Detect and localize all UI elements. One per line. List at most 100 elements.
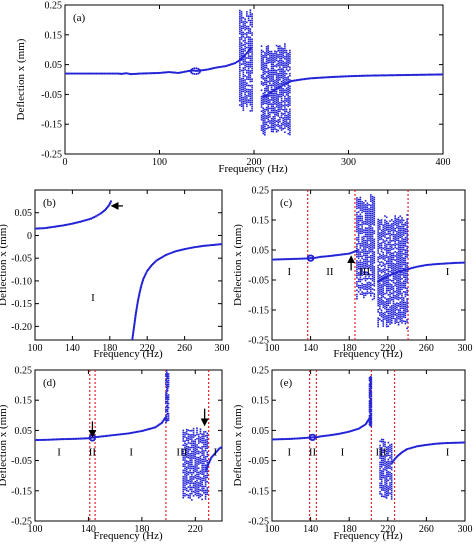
band-point <box>366 246 369 249</box>
band-point <box>363 265 365 267</box>
data-point <box>462 261 465 264</box>
band-point <box>249 15 252 18</box>
band-point <box>384 475 386 477</box>
band-point <box>275 80 278 83</box>
band-point <box>239 72 241 75</box>
band-point <box>167 396 170 398</box>
data-point <box>439 442 442 445</box>
band-point <box>242 40 245 42</box>
band-point <box>384 456 386 458</box>
band-point <box>399 303 402 306</box>
band-point <box>240 59 243 61</box>
band-point <box>189 482 191 485</box>
band-point <box>399 221 402 224</box>
band-point <box>385 224 388 227</box>
data-point <box>319 255 322 258</box>
band-point <box>182 471 185 474</box>
band-point <box>382 461 385 464</box>
band-point <box>284 85 286 87</box>
band-point <box>382 232 385 235</box>
x-tick-label: 100 <box>265 524 280 535</box>
band-point <box>389 253 391 256</box>
data-point <box>133 72 136 76</box>
band-point <box>371 235 374 238</box>
band-point <box>397 248 400 250</box>
band-point <box>249 95 252 98</box>
band-point <box>192 436 195 438</box>
band-point <box>284 64 286 66</box>
band-point <box>364 258 367 261</box>
band-point <box>201 452 203 454</box>
band-point <box>368 227 370 229</box>
band-point <box>366 204 369 207</box>
band-point <box>284 127 286 129</box>
band-point <box>275 114 278 116</box>
data-point <box>73 437 77 440</box>
band-point <box>285 49 288 52</box>
data-point <box>459 261 462 264</box>
band-point <box>242 79 245 82</box>
band-point <box>185 472 188 475</box>
band-point <box>380 269 383 272</box>
band-point <box>359 255 362 258</box>
data-point <box>434 263 438 266</box>
band-point <box>390 279 393 282</box>
band-point <box>385 250 388 252</box>
band-point <box>404 301 407 304</box>
band-point <box>284 118 286 121</box>
band-point <box>262 115 265 118</box>
band-point <box>385 492 388 495</box>
band-point <box>379 318 381 321</box>
band-point <box>385 471 388 474</box>
band-point <box>373 278 376 281</box>
band-point <box>242 52 245 55</box>
data-point <box>437 73 440 76</box>
band-point <box>246 99 248 101</box>
band-point <box>389 266 391 269</box>
band-point <box>244 60 246 62</box>
data-point <box>388 74 391 77</box>
band-point <box>387 304 390 307</box>
band-point <box>406 266 408 269</box>
band-point <box>382 476 385 479</box>
data-point <box>79 72 82 75</box>
band-point <box>196 465 198 467</box>
band-point <box>387 452 390 454</box>
band-point <box>396 230 398 233</box>
band-point <box>201 454 203 457</box>
band-point <box>204 443 207 446</box>
band-point <box>185 428 188 431</box>
band-point <box>280 95 283 98</box>
band-point <box>196 475 198 478</box>
band-point <box>387 251 390 254</box>
band-point <box>363 239 365 242</box>
band-point <box>377 235 379 238</box>
band-point <box>244 102 246 104</box>
band-point <box>275 51 278 53</box>
band-point <box>280 97 283 100</box>
band-point <box>203 489 205 492</box>
band-point <box>244 47 246 50</box>
band-point <box>262 67 265 70</box>
band-point <box>369 413 372 416</box>
band-point <box>389 475 391 478</box>
data-point <box>47 438 50 441</box>
band-point <box>401 231 403 234</box>
band-point <box>357 219 360 222</box>
band-point <box>379 278 381 281</box>
band-point <box>406 256 408 258</box>
band-point <box>357 286 360 289</box>
band-point <box>385 325 388 328</box>
band-point <box>357 263 360 266</box>
band-point <box>270 75 273 78</box>
band-point <box>387 450 390 452</box>
band-point <box>165 408 167 411</box>
band-point <box>166 387 169 390</box>
data-point <box>441 262 444 265</box>
band-point <box>262 132 265 135</box>
band-point <box>270 92 273 95</box>
band-point <box>272 55 275 57</box>
band-point <box>282 50 285 52</box>
band-point <box>401 315 403 318</box>
band-point <box>242 82 245 84</box>
